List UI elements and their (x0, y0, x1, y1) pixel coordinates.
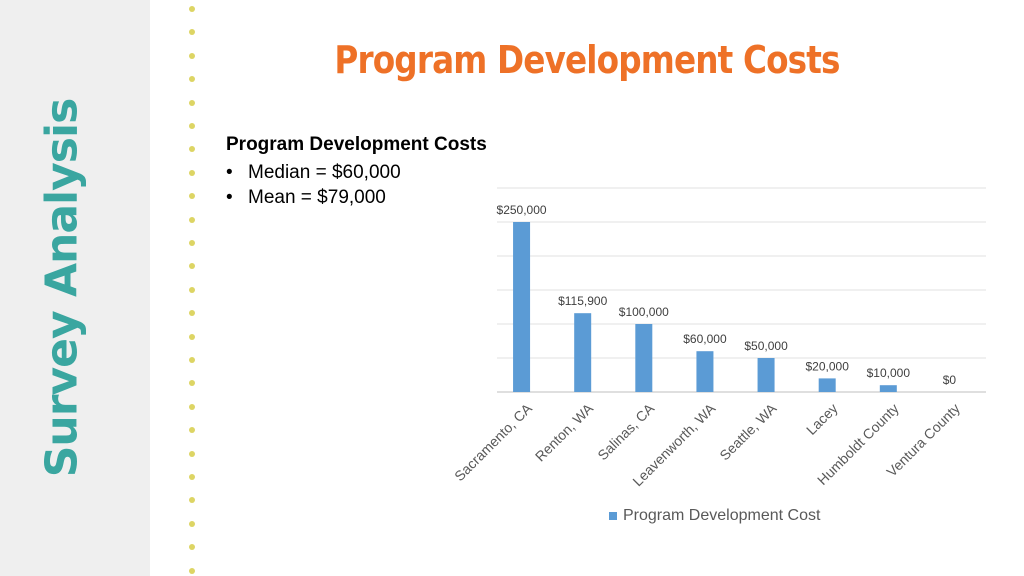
bullet-icon: • (226, 162, 233, 183)
bar (879, 385, 897, 392)
divider-dot (189, 76, 195, 83)
divider-dot (189, 146, 195, 153)
bar-chart: $250,000 Sacramento, CA $115,900 Renton, WA… (451, 187, 986, 489)
legend-swatch (609, 512, 617, 520)
divider-dot (189, 216, 195, 223)
stats-item-median: • Median = $60,000 (226, 160, 487, 185)
data-label: $20,000 (805, 359, 849, 373)
bar (635, 324, 653, 392)
divider-dot (189, 240, 195, 246)
divider-dot (189, 497, 195, 504)
divider-dot (189, 450, 195, 457)
divider-dot (189, 403, 195, 410)
data-label: $50,000 (744, 339, 788, 353)
divider-dot (189, 427, 195, 434)
x-tick-label: Renton, WA (532, 400, 597, 465)
x-tick-label: Seattle, WA (716, 400, 780, 464)
dotted-divider (189, 0, 197, 576)
divider-dot (189, 380, 195, 387)
divider-dot (189, 169, 195, 176)
stats-item-text: Mean = $79,000 (248, 187, 386, 208)
divider-dot (189, 123, 195, 129)
divider-dot (189, 193, 195, 200)
divider-dot (189, 6, 195, 12)
x-tick-label: Salinas, CA (594, 400, 658, 464)
sidebar-panel: Survey Analysis (0, 0, 150, 576)
divider-dot (189, 99, 195, 106)
divider-dot (189, 474, 195, 480)
divider-dot (189, 29, 195, 36)
bar (513, 222, 531, 392)
stats-list: • Median = $60,000 • Mean = $79,000 (226, 160, 487, 210)
data-label: $250,000 (497, 203, 547, 217)
divider-dot (189, 286, 195, 293)
stats-item-text: Median = $60,000 (248, 162, 401, 183)
legend-label: Program Development Cost (623, 507, 821, 524)
x-tick-label: Lacey (803, 400, 841, 438)
sidebar-title: Survey Analysis (36, 98, 88, 478)
stats-heading: Program Development Costs (226, 134, 487, 155)
bar (757, 358, 775, 392)
data-label: $10,000 (867, 366, 911, 380)
divider-dot (189, 520, 195, 527)
divider-dot (189, 263, 195, 270)
bar (818, 378, 836, 392)
data-label: $115,900 (558, 294, 607, 308)
bullet-icon: • (226, 187, 233, 208)
bar (696, 351, 714, 392)
divider-dot (189, 544, 195, 551)
divider-dot (189, 567, 195, 574)
stats-item-mean: • Mean = $79,000 (226, 185, 487, 210)
divider-dot (189, 333, 195, 340)
divider-dot (189, 357, 195, 363)
chart-legend: Program Development Cost (609, 507, 820, 525)
data-label: $0 (943, 373, 957, 387)
page-title: Program Development Costs (334, 38, 840, 82)
stats-block: Program Development Costs • Median = $60,… (226, 134, 487, 210)
bar (574, 313, 592, 392)
x-tick-label: Sacramento, CA (451, 400, 535, 484)
divider-dot (189, 52, 195, 59)
divider-dot (189, 310, 195, 317)
data-label: $100,000 (619, 305, 669, 319)
data-label: $60,000 (683, 332, 727, 346)
